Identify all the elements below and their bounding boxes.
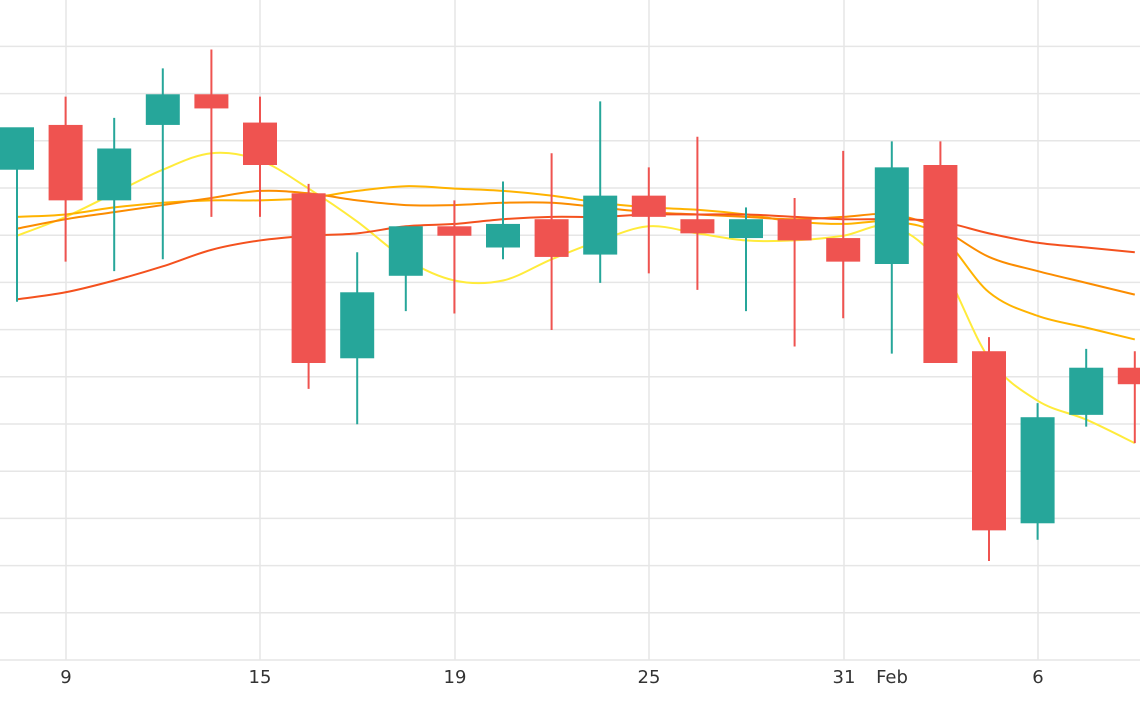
x-tick-label: 6 xyxy=(1032,667,1043,688)
candle xyxy=(437,200,472,314)
candle-body xyxy=(826,238,861,262)
candle-body xyxy=(340,292,375,359)
candle-body xyxy=(1117,367,1140,385)
candle-body xyxy=(923,165,958,363)
candle-body xyxy=(145,94,180,125)
candle xyxy=(1069,348,1104,427)
candle-body xyxy=(291,193,326,363)
candle xyxy=(291,183,326,389)
candle-body xyxy=(97,148,132,201)
candle xyxy=(826,150,861,319)
x-tick-label: 31 xyxy=(833,667,856,688)
candle-body xyxy=(437,226,472,236)
candle-body xyxy=(194,94,229,109)
candle xyxy=(583,101,618,283)
candle xyxy=(340,252,375,425)
candle xyxy=(631,167,666,274)
candle xyxy=(1117,351,1140,444)
candle-body xyxy=(243,122,277,165)
candle-body xyxy=(0,127,34,170)
candle xyxy=(0,127,34,302)
candle-body xyxy=(583,195,618,255)
x-tick-label: 25 xyxy=(638,667,661,688)
candle-body xyxy=(388,226,423,276)
candle xyxy=(680,136,715,290)
candle-body xyxy=(874,167,909,264)
candle-body xyxy=(1020,417,1055,524)
candle xyxy=(972,337,1006,561)
candle xyxy=(97,117,132,272)
candles xyxy=(0,49,1140,561)
candle-body xyxy=(1069,367,1104,415)
moving-average-lines xyxy=(16,151,1136,445)
candle xyxy=(48,96,83,262)
moving-average-line xyxy=(16,189,1136,296)
candle-body xyxy=(631,195,666,217)
moving-average-line xyxy=(16,151,1136,445)
x-tick-label: 9 xyxy=(60,667,71,688)
candle-body xyxy=(972,351,1006,531)
candle-body xyxy=(777,219,812,241)
candle xyxy=(1020,403,1055,540)
candle xyxy=(923,141,958,363)
candle-body xyxy=(729,219,763,239)
candle xyxy=(194,49,229,217)
candle xyxy=(729,207,763,312)
candle xyxy=(388,226,423,312)
candle xyxy=(777,198,812,347)
candle xyxy=(534,153,569,330)
candle xyxy=(486,181,520,260)
candle xyxy=(243,96,277,217)
x-tick-label: 19 xyxy=(444,667,467,688)
candle-body xyxy=(48,124,83,201)
candle xyxy=(145,68,180,260)
x-tick-label: Feb xyxy=(876,667,908,688)
moving-average-line xyxy=(16,213,1135,301)
candle xyxy=(874,141,909,354)
candle-body xyxy=(534,219,569,257)
candle-body xyxy=(680,219,715,234)
candle-body xyxy=(486,223,520,248)
grid xyxy=(0,0,1140,661)
x-axis: 9 15 19 25 31 Feb 6 xyxy=(60,667,1043,688)
x-tick-label: 15 xyxy=(249,667,272,688)
